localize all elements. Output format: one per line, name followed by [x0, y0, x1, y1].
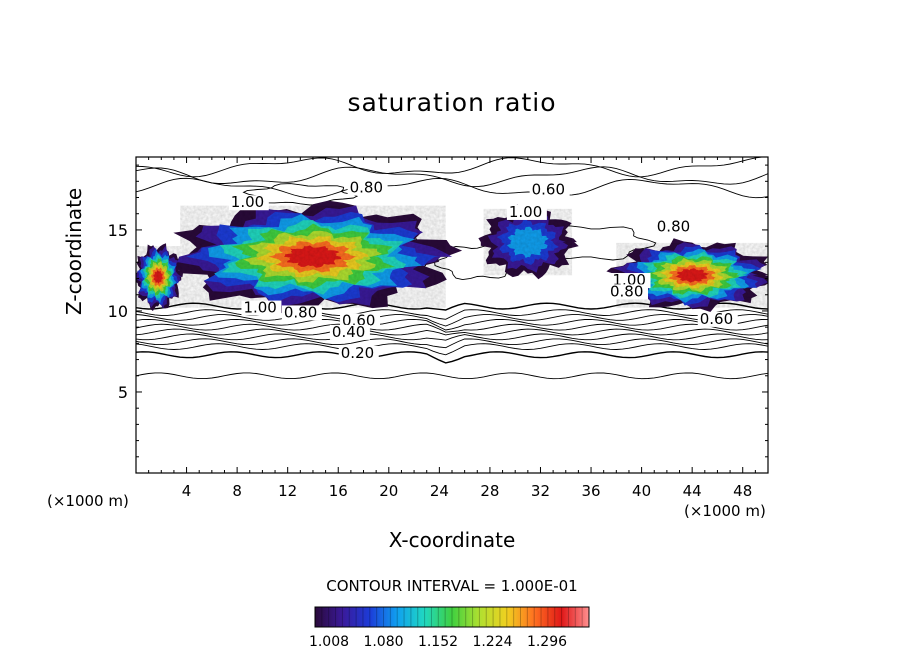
- contour-label-bg: [338, 345, 379, 361]
- contour-label-bg: [347, 180, 388, 196]
- contour-interval-label: CONTOUR INTERVAL = 1.000E-01: [326, 577, 578, 595]
- x-tick-label: 16: [329, 482, 348, 500]
- contour-label: 0.60: [532, 180, 565, 198]
- contour-label-bg: [608, 284, 648, 300]
- contour-line: [136, 314, 768, 327]
- contour-label-bg: [654, 219, 695, 235]
- contour-label-bg: [340, 313, 381, 329]
- contour-label-bg: [529, 182, 570, 198]
- contour-label-bg: [506, 204, 547, 220]
- y-tick-label: 10: [108, 302, 128, 321]
- chart-title: saturation ratio: [347, 88, 557, 117]
- colorbar-tick-label: 1.080: [363, 634, 403, 650]
- contour-line: [136, 333, 768, 341]
- x-tick-label: 44: [683, 482, 702, 500]
- saturation-texture: [180, 205, 446, 308]
- colorbar-tick-label: 1.224: [472, 634, 512, 650]
- contour-label: 1.00: [231, 193, 264, 211]
- contour-label: 0.80: [657, 218, 690, 236]
- colorbar-ramp: [314, 606, 590, 628]
- saturation-shading: [136, 200, 768, 314]
- contour-line: [136, 166, 768, 188]
- contour-label-bg: [610, 273, 651, 289]
- contour-label: 0.40: [332, 323, 365, 341]
- z-axis-unit: (×1000 m): [47, 492, 129, 510]
- y-tick-label: 5: [118, 383, 128, 402]
- x-tick-label: 20: [379, 482, 398, 500]
- contour-label: 0.80: [284, 303, 317, 321]
- contour-line: [136, 318, 768, 331]
- x-tick-label: 24: [430, 482, 449, 500]
- contour-line: [136, 338, 768, 349]
- contour-label: 0.60: [700, 310, 733, 328]
- contour-line: [136, 372, 768, 380]
- contour-line: [136, 343, 768, 356]
- contour-label-bg: [697, 311, 738, 327]
- x-tick-label: 28: [480, 482, 499, 500]
- saturation-texture: [136, 246, 181, 308]
- x-tick-label: 36: [581, 482, 600, 500]
- contour-label-bg: [228, 195, 269, 211]
- x-axis-ticks: 4 8 12 16 20 24 28 32 36 40 44 48: [148, 157, 756, 500]
- y-tick-label: 15: [108, 221, 128, 240]
- x-tick-label: 40: [632, 482, 651, 500]
- x-tick-label: 32: [531, 482, 550, 500]
- contour-label: 1.00: [509, 203, 542, 221]
- contour-line: [136, 351, 768, 364]
- colorbar-tick-label: 1.296: [527, 634, 567, 650]
- contour-line: [136, 157, 768, 178]
- contour-label: 0.80: [350, 179, 383, 197]
- contour-label: 0.20: [341, 344, 374, 362]
- contour-labels: 0.80 0.601.001.000.801.000.801.00 0.80 0.60…: [228, 179, 738, 362]
- contour-label: 0.80: [610, 282, 643, 300]
- y-axis-ticks: 5 10 15: [108, 164, 768, 458]
- x-tick-label: 4: [182, 482, 192, 500]
- contour-line: [136, 328, 768, 336]
- contour-label-bg: [329, 324, 370, 340]
- colorbar-tick-label: 1.008: [309, 634, 349, 650]
- contour-label: 1.00: [243, 299, 276, 317]
- x-axis-label: X-coordinate: [388, 528, 516, 552]
- x-axis-unit: (×1000 m): [684, 502, 766, 520]
- contour-label-bg: [281, 305, 322, 321]
- contour-line: [136, 309, 768, 320]
- colorbar-tick-label: 1.152: [418, 634, 458, 650]
- contour-line: [136, 177, 768, 199]
- contour-label-bg: [241, 300, 282, 316]
- x-tick-label: 12: [278, 482, 297, 500]
- colorbar: 1.008 1.080 1.152 1.224 1.296: [309, 606, 590, 650]
- contour-line: [136, 323, 768, 333]
- x-tick-label: 8: [232, 482, 242, 500]
- x-tick-label: 48: [733, 482, 752, 500]
